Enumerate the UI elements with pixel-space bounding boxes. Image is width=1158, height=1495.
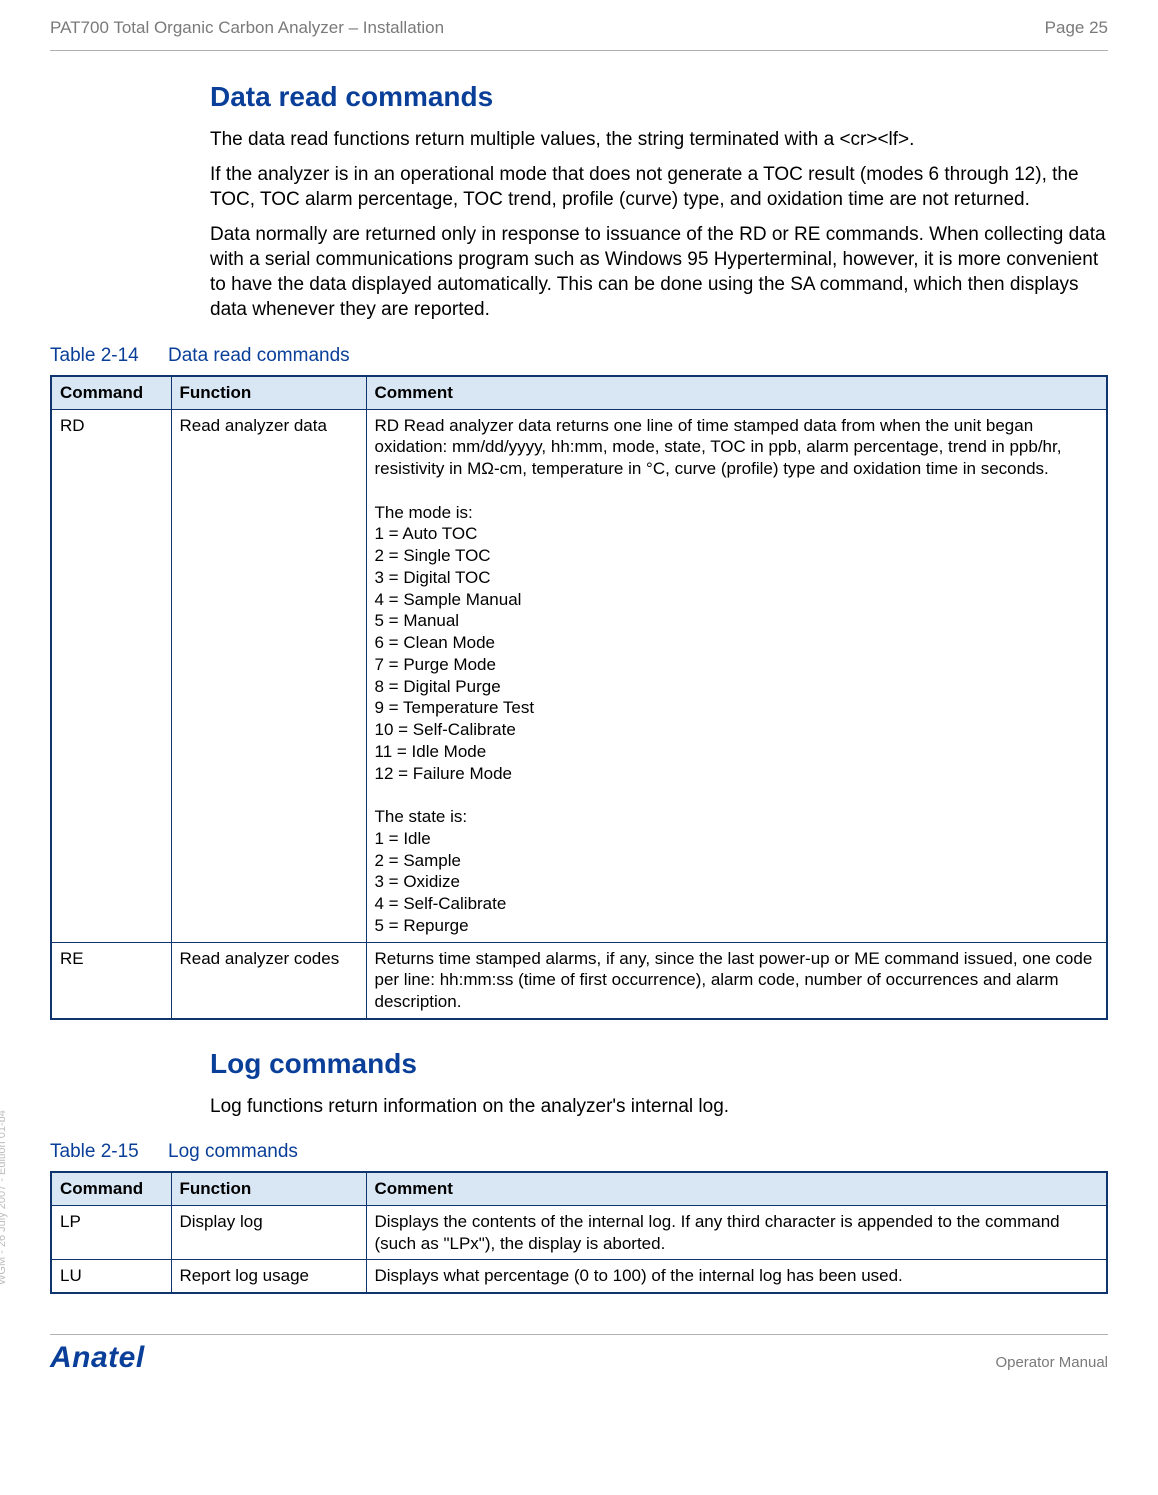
table-row: RE Read analyzer codes Returns time stam… bbox=[51, 942, 1107, 1019]
col-function: Function bbox=[171, 376, 366, 410]
mode-item: 5 = Manual bbox=[375, 610, 1099, 632]
mode-item: 3 = Digital TOC bbox=[375, 567, 1099, 589]
para-3: Data normally are returned only in respo… bbox=[210, 222, 1108, 322]
para-log-1: Log functions return information on the … bbox=[210, 1094, 1108, 1119]
table-title: Data read commands bbox=[168, 345, 350, 366]
table-data-read-commands: Command Function Comment RD Read analyze… bbox=[50, 375, 1108, 1020]
mode-item: 2 = Single TOC bbox=[375, 545, 1099, 567]
cell-function: Read analyzer codes bbox=[171, 942, 366, 1019]
state-heading: The state is: bbox=[375, 806, 1099, 828]
state-item: 5 = Repurge bbox=[375, 915, 1099, 937]
mode-item: 8 = Digital Purge bbox=[375, 676, 1099, 698]
side-revision-text: WGM - 26 July 2007 - Edition 01-b4 bbox=[0, 1110, 8, 1285]
section-heading-log: Log commands bbox=[210, 1048, 1108, 1080]
cell-comment: Displays the contents of the internal lo… bbox=[366, 1205, 1107, 1260]
header-left: PAT700 Total Organic Carbon Analyzer – I… bbox=[50, 18, 444, 38]
cell-command: RD bbox=[51, 409, 171, 942]
table-caption-2-15: Table 2-15 Log commands bbox=[50, 1141, 1108, 1163]
mode-item: 11 = Idle Mode bbox=[375, 741, 1099, 763]
table-row: RD Read analyzer data RD Read analyzer d… bbox=[51, 409, 1107, 942]
table-number: Table 2-15 bbox=[50, 1141, 139, 1162]
state-item: 3 = Oxidize bbox=[375, 871, 1099, 893]
col-command: Command bbox=[51, 1172, 171, 1206]
header-rule bbox=[50, 50, 1108, 51]
cell-command: LP bbox=[51, 1205, 171, 1260]
comment-intro: RD Read analyzer data returns one line o… bbox=[375, 415, 1099, 480]
cell-comment: Returns time stamped alarms, if any, sin… bbox=[366, 942, 1107, 1019]
section-heading-data-read: Data read commands bbox=[210, 81, 1108, 113]
cell-comment: Displays what percentage (0 to 100) of t… bbox=[366, 1260, 1107, 1293]
table-row: LP Display log Displays the contents of … bbox=[51, 1205, 1107, 1260]
table-caption-2-14: Table 2-14 Data read commands bbox=[50, 345, 1108, 367]
mode-item: 10 = Self-Calibrate bbox=[375, 719, 1099, 741]
cell-comment: RD Read analyzer data returns one line o… bbox=[366, 409, 1107, 942]
brand-name: Anatel bbox=[50, 1341, 145, 1375]
mode-item: 4 = Sample Manual bbox=[375, 589, 1099, 611]
para-1: The data read functions return multiple … bbox=[210, 127, 1108, 152]
cell-command: LU bbox=[51, 1260, 171, 1293]
mode-item: 6 = Clean Mode bbox=[375, 632, 1099, 654]
state-item: 4 = Self-Calibrate bbox=[375, 893, 1099, 915]
footer-rule bbox=[50, 1334, 1108, 1335]
para-2: If the analyzer is in an operational mod… bbox=[210, 162, 1108, 212]
state-item: 1 = Idle bbox=[375, 828, 1099, 850]
table-title: Log commands bbox=[168, 1141, 298, 1162]
header-right: Page 25 bbox=[1045, 18, 1108, 38]
col-comment: Comment bbox=[366, 376, 1107, 410]
cell-function: Read analyzer data bbox=[171, 409, 366, 942]
mode-heading: The mode is: bbox=[375, 502, 1099, 524]
table-row: LU Report log usage Displays what percen… bbox=[51, 1260, 1107, 1293]
cell-function: Report log usage bbox=[171, 1260, 366, 1293]
mode-item: 1 = Auto TOC bbox=[375, 523, 1099, 545]
col-function: Function bbox=[171, 1172, 366, 1206]
manual-label: Operator Manual bbox=[995, 1354, 1108, 1371]
cell-function: Display log bbox=[171, 1205, 366, 1260]
col-command: Command bbox=[51, 376, 171, 410]
state-item: 2 = Sample bbox=[375, 850, 1099, 872]
cell-command: RE bbox=[51, 942, 171, 1019]
mode-item: 7 = Purge Mode bbox=[375, 654, 1099, 676]
mode-item: 9 = Temperature Test bbox=[375, 697, 1099, 719]
table-log-commands: Command Function Comment LP Display log … bbox=[50, 1171, 1108, 1294]
table-number: Table 2-14 bbox=[50, 345, 139, 366]
mode-item: 12 = Failure Mode bbox=[375, 763, 1099, 785]
col-comment: Comment bbox=[366, 1172, 1107, 1206]
